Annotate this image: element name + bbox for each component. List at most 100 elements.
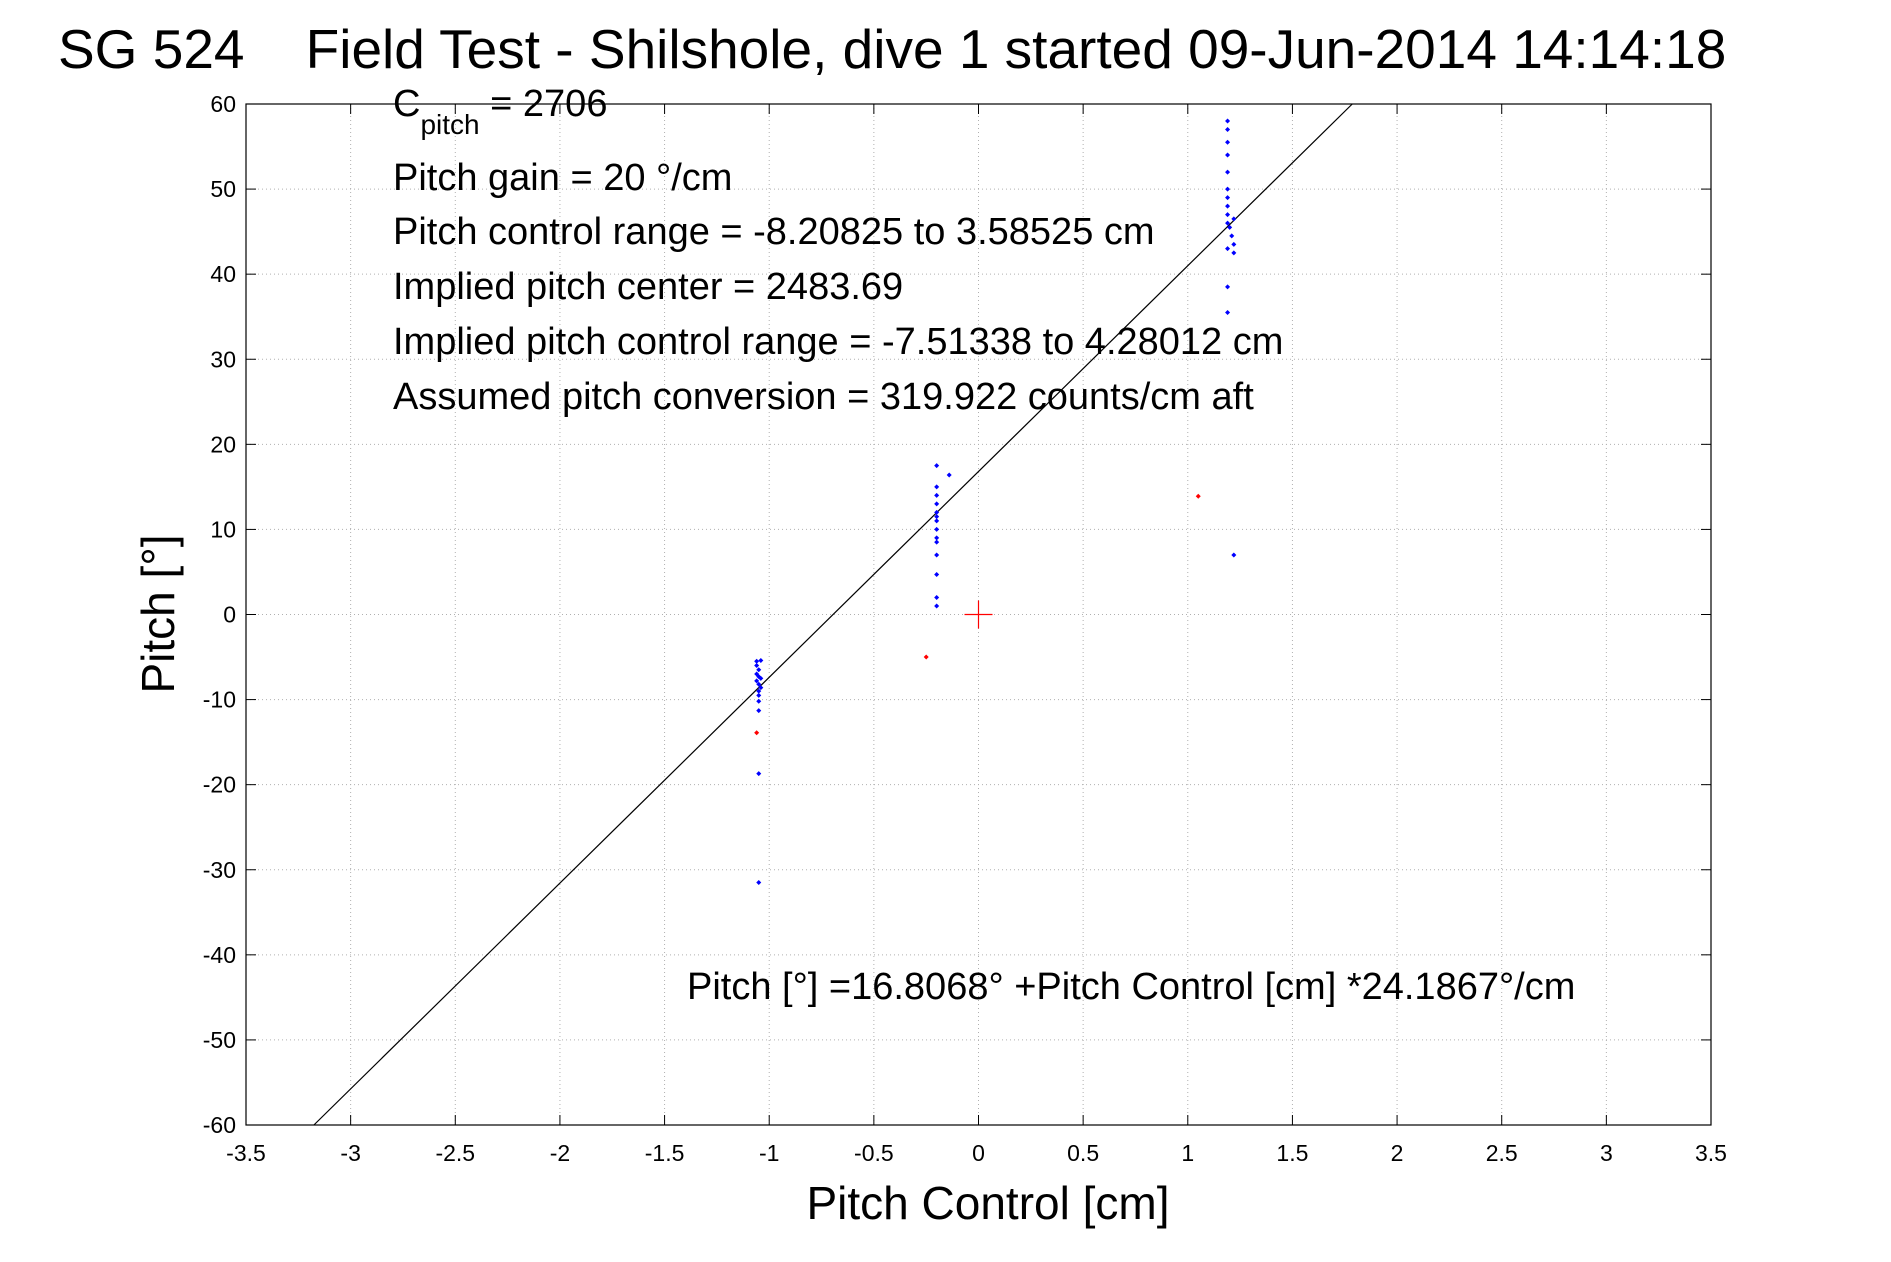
data-point	[934, 572, 940, 578]
y-axis-label: Pitch [°]	[132, 534, 184, 693]
data-point	[1225, 186, 1231, 192]
control-range-annotation: Pitch control range = -8.20825 to 3.5852…	[393, 211, 1155, 253]
y-tick-label: -20	[203, 772, 236, 798]
data-point	[756, 771, 762, 777]
x-tick-label: -2	[550, 1140, 570, 1166]
y-tick-label: 40	[210, 261, 236, 287]
data-point	[934, 539, 940, 545]
data-point	[934, 463, 940, 469]
data-point	[754, 658, 760, 664]
x-tick-label: -3	[340, 1140, 360, 1166]
data-point	[756, 688, 762, 694]
conversion-annotation: Assumed pitch conversion = 319.922 count…	[393, 376, 1254, 418]
c-pitch-value: = 2706	[480, 83, 608, 125]
x-tick-label: -1	[759, 1140, 779, 1166]
y-tick-label: -30	[203, 857, 236, 883]
data-point	[946, 472, 952, 478]
x-axis-label: Pitch Control [cm]	[807, 1177, 1170, 1229]
data-point	[1231, 250, 1237, 256]
data-point	[934, 526, 940, 532]
data-point	[758, 657, 764, 663]
y-tick-label: 30	[210, 346, 236, 372]
y-tick-label: -40	[203, 942, 236, 968]
data-point	[1225, 203, 1231, 209]
data-point	[754, 663, 760, 669]
data-point	[758, 675, 764, 681]
data-point	[756, 667, 762, 673]
data-points	[754, 118, 1237, 886]
data-point	[758, 685, 764, 691]
data-point	[923, 654, 929, 660]
data-point	[934, 518, 940, 524]
data-point	[1195, 493, 1201, 499]
x-tick-label: 3	[1600, 1140, 1613, 1166]
data-point	[934, 535, 940, 541]
grid-lines	[246, 104, 1711, 1125]
data-point	[934, 501, 940, 507]
y-tick-label: 0	[223, 602, 236, 628]
data-point	[1225, 220, 1231, 226]
data-point	[1231, 216, 1237, 222]
data-point	[934, 594, 940, 600]
x-tick-label: 0.5	[1067, 1140, 1099, 1166]
x-tick-label: -0.5	[854, 1140, 894, 1166]
data-point	[756, 708, 762, 714]
y-tick-label: 50	[210, 176, 236, 202]
data-point	[1225, 139, 1231, 145]
x-tick-label: -2.5	[435, 1140, 475, 1166]
data-point	[934, 484, 940, 490]
x-tick-label: -1.5	[645, 1140, 685, 1166]
c-pitch-symbol: C	[393, 83, 420, 125]
fit-equation-annotation: Pitch [°] =16.8068° +Pitch Control [cm] …	[687, 966, 1575, 1008]
data-point	[1225, 127, 1231, 133]
data-point	[1225, 169, 1231, 175]
data-point	[1231, 552, 1237, 558]
x-tick-label: 0	[972, 1140, 985, 1166]
data-point	[1225, 284, 1231, 290]
y-tick-label: -10	[203, 687, 236, 713]
data-point	[1227, 224, 1233, 230]
x-tick-label: 1	[1181, 1140, 1194, 1166]
data-point	[756, 880, 762, 886]
data-point	[934, 514, 940, 520]
c-pitch-annotation: Cpitch = 2706	[393, 83, 607, 140]
y-tick-label: -60	[203, 1112, 236, 1138]
data-point	[756, 681, 762, 687]
x-tick-label: 2	[1391, 1140, 1404, 1166]
data-point	[934, 552, 940, 558]
data-point	[756, 692, 762, 698]
data-point	[934, 603, 940, 609]
x-tick-label: 2.5	[1486, 1140, 1518, 1166]
center-cross-marker	[964, 600, 993, 629]
data-point	[934, 509, 940, 515]
y-tick-label: -50	[203, 1027, 236, 1053]
implied-center-annotation: Implied pitch center = 2483.69	[393, 266, 903, 308]
pitch-gain-annotation: Pitch gain = 20 °/cm	[393, 157, 732, 199]
data-point	[1225, 212, 1231, 218]
axes-frame	[245, 103, 1712, 1126]
data-point	[1225, 195, 1231, 201]
y-tick-labels: 60 50 40 30 20 10 0 -10 -20 -30 -40 -50 -60	[203, 91, 236, 1138]
c-pitch-subscript: pitch	[420, 109, 479, 140]
x-tick-labels: -3.5 -3 -2.5 -2 -1.5 -1 -0.5 0 0.5 1 1.5 2 2.5 3 3.5	[226, 1140, 1727, 1166]
data-point	[754, 678, 760, 684]
y-tick-label: 20	[210, 431, 236, 457]
data-point	[1229, 233, 1235, 239]
x-tick-label: 3.5	[1695, 1140, 1727, 1166]
data-point	[934, 492, 940, 498]
y-tick-label: 10	[210, 516, 236, 542]
x-tick-label: -3.5	[226, 1140, 266, 1166]
x-tick-label: 1.5	[1276, 1140, 1308, 1166]
data-point	[1231, 241, 1237, 247]
fit-line	[313, 103, 1353, 1126]
data-point	[756, 698, 762, 704]
chart-title: SG 524 Field Test - Shilshole, dive 1 st…	[58, 18, 1726, 80]
y-tick-label: 60	[210, 91, 236, 117]
data-point	[754, 730, 760, 736]
data-point	[1225, 118, 1231, 124]
implied-range-annotation: Implied pitch control range = -7.51338 t…	[393, 321, 1283, 363]
data-point	[1225, 152, 1231, 158]
data-point	[1225, 246, 1231, 252]
data-point	[1225, 309, 1231, 315]
